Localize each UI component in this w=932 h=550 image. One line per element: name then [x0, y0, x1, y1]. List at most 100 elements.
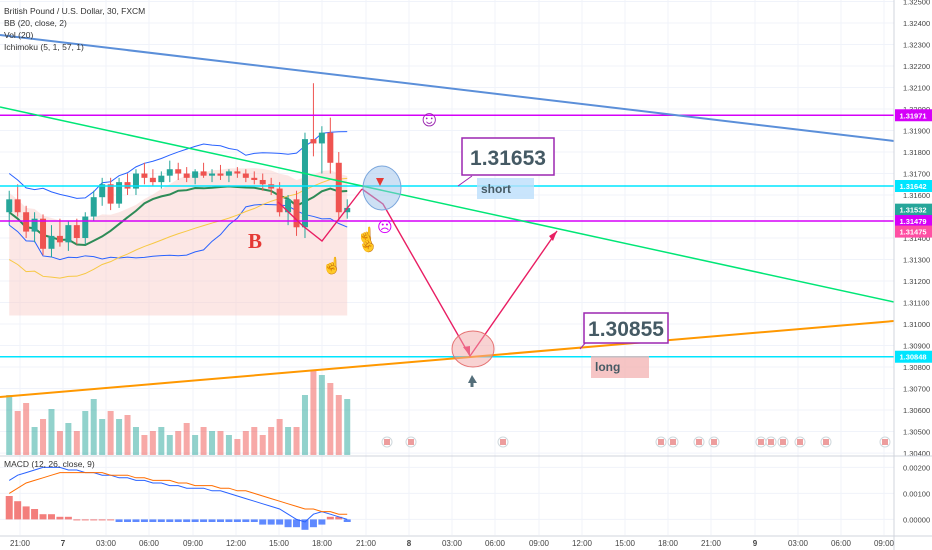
- candle-body: [90, 197, 97, 217]
- candle-body: [200, 171, 207, 176]
- bb-upper: [8, 131, 348, 199]
- volume-bar: [116, 419, 123, 455]
- candle-body: [166, 169, 173, 176]
- candle-body: [259, 179, 266, 185]
- volume-bar: [65, 423, 72, 455]
- price-tick-label: 1.31400: [903, 234, 930, 243]
- volume-bar: [82, 411, 89, 455]
- time-tick-label: 09:00: [183, 539, 204, 548]
- macd-histogram-bar: [242, 519, 250, 522]
- time-tick-label: 7: [61, 539, 66, 548]
- time-tick-label: 18:00: [312, 539, 333, 548]
- candle-body: [217, 173, 224, 176]
- macd-histogram-bar: [200, 519, 208, 522]
- macd-histogram-bar: [132, 519, 140, 522]
- volume-bar: [344, 399, 351, 455]
- legend-bb: BB (20, close, 2): [4, 18, 67, 28]
- time-tick-label: 18:00: [658, 539, 679, 548]
- time-tick-label: 8: [407, 539, 412, 548]
- volume-bar: [90, 399, 97, 455]
- volume-bar: [183, 423, 190, 455]
- price-tick-label: 1.32100: [903, 84, 930, 93]
- candle-body: [48, 235, 55, 249]
- macd-histogram-bar: [225, 519, 233, 522]
- price-badge-label: 1.31532: [899, 206, 926, 215]
- candle-body: [310, 139, 317, 144]
- grey-up-arrow-stem: [470, 382, 474, 387]
- price-tick-label: 1.30900: [903, 342, 930, 351]
- price-badge: [895, 203, 932, 216]
- candle-body: [6, 199, 13, 213]
- time-tick-label: 03:00: [788, 539, 809, 548]
- volume-bar: [166, 435, 173, 455]
- price-badge-label: 1.31971: [899, 111, 926, 120]
- time-tick-label: 03:00: [442, 539, 463, 548]
- macd-histogram-bar: [309, 519, 317, 528]
- price-tick-label: 1.32300: [903, 41, 930, 50]
- volume-bar: [242, 431, 249, 455]
- macd-tick-label: 0.00200: [903, 463, 930, 472]
- price-tick-label: 1.31000: [903, 320, 930, 329]
- price-badge: [895, 179, 932, 192]
- price-badge-label: 1.30848: [899, 353, 926, 362]
- macd-histogram-bar: [250, 519, 258, 522]
- volume-bar: [225, 435, 232, 455]
- time-tick-label: 21:00: [356, 539, 377, 548]
- event-flag-mark: [758, 439, 764, 445]
- price-tick-label: 1.31700: [903, 170, 930, 179]
- volume-bar: [285, 427, 292, 455]
- volume-bar: [335, 395, 342, 455]
- candle-body: [344, 207, 351, 213]
- long-price-label: 1.30855: [588, 318, 664, 341]
- event-flag-mark: [696, 439, 702, 445]
- hand-pointer-icon: ☝: [322, 256, 342, 275]
- time-tick-label: 15:00: [615, 539, 636, 548]
- short-zone-ellipse: [362, 165, 402, 211]
- time-tick-label: 09:00: [874, 539, 895, 548]
- volume-bar: [73, 431, 80, 455]
- price-badge-label: 1.31642: [899, 182, 926, 191]
- candle-body: [234, 171, 241, 174]
- time-tick-label: 12:00: [572, 539, 593, 548]
- time-tick-label: 06:00: [139, 539, 160, 548]
- candle-body: [56, 235, 63, 243]
- time-tick-label: 9: [753, 539, 758, 548]
- candle-body: [158, 175, 165, 183]
- candle-body: [276, 188, 283, 213]
- macd-histogram-bar: [284, 519, 292, 528]
- candle-body: [242, 173, 249, 178]
- macd-histogram-bar: [124, 519, 132, 522]
- candle-body: [99, 184, 106, 198]
- volume-bar: [132, 427, 139, 455]
- candle-body: [183, 173, 190, 178]
- candle-body: [107, 184, 114, 204]
- grid: [0, 0, 894, 535]
- macd-histogram-bar: [90, 519, 98, 521]
- event-flag-mark: [408, 439, 414, 445]
- event-flag-mark: [500, 439, 506, 445]
- volume-bar: [141, 435, 148, 455]
- candle-body: [31, 218, 38, 232]
- volume-bar: [327, 383, 334, 455]
- price-badge: [895, 109, 932, 122]
- ichimoku-span-line: [8, 177, 348, 279]
- macd-histogram-bar: [115, 519, 123, 522]
- time-tick-label: 09:00: [529, 539, 550, 548]
- candle-body: [285, 199, 292, 213]
- grey-up-arrow: [468, 375, 477, 383]
- macd-histogram-bar: [183, 519, 191, 522]
- price-badge: [895, 225, 932, 238]
- volume-bar: [99, 419, 106, 455]
- drawing-layer: [0, 34, 894, 398]
- volume-bar: [310, 371, 317, 455]
- volume-bar: [6, 395, 13, 455]
- time-tick-label: 06:00: [485, 539, 506, 548]
- macd-histogram-bar: [326, 516, 334, 520]
- macd-histogram-bar: [73, 519, 81, 521]
- macd-histogram-bar: [276, 519, 284, 525]
- volume-bar: [251, 427, 258, 455]
- red-down-arrow: [376, 178, 384, 186]
- macd-tick-label: 0.00000: [903, 515, 930, 524]
